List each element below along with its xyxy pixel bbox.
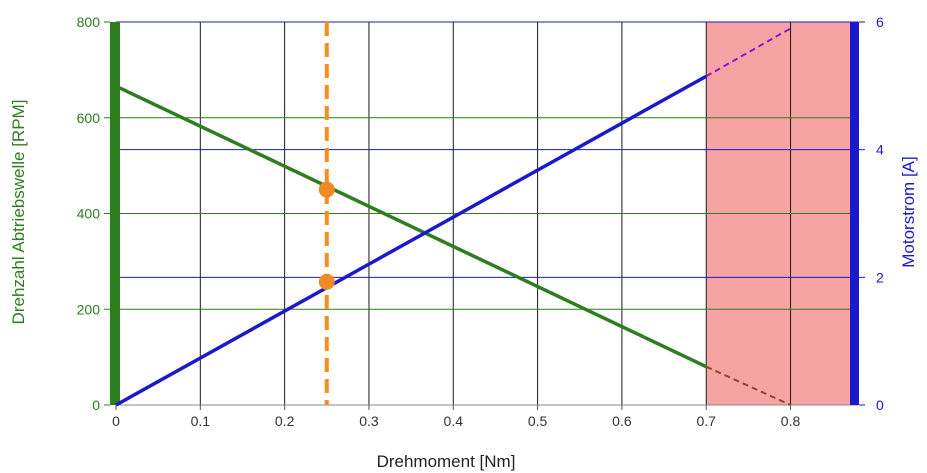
y-left-axis-title: Drehzahl Abtriebswelle [RPM] [9, 100, 28, 325]
x-tick-label: 0.2 [275, 413, 295, 429]
x-tick-label: 0.7 [696, 413, 716, 429]
y-left-tick-label: 600 [77, 110, 101, 126]
speed-operating-point [318, 181, 335, 198]
current-line [115, 74, 708, 407]
axes: 0 0.1 0.2 0.3 0.4 0.5 0.6 0.7 0.8 0 200 400 600 800 0 2… [77, 14, 884, 429]
y-right-tick-label: 4 [876, 142, 884, 158]
x-tick-label: 0.6 [612, 413, 632, 429]
y-right-tick-label: 2 [876, 269, 884, 285]
x-tick-label: 0.5 [528, 413, 548, 429]
y-left-axis-bar [110, 22, 120, 405]
y-right-axis-bar [850, 22, 859, 405]
y-left-tick-label: 200 [77, 301, 101, 317]
speed-line-extrapolated [705, 365, 791, 406]
y-left-tick-label: 0 [92, 397, 100, 413]
x-tick-label: 0.4 [444, 413, 464, 429]
x-tick-label: 0.1 [191, 413, 211, 429]
x-tick-label: 0.3 [359, 413, 379, 429]
series [115, 22, 792, 407]
speed-line [115, 84, 707, 369]
y-right-tick-label: 6 [876, 14, 884, 30]
x-tick-label: 0.8 [781, 413, 801, 429]
current-operating-point [318, 273, 335, 290]
y-left-tick-label: 400 [77, 206, 101, 222]
y-left-tick-label: 800 [77, 14, 101, 30]
y-right-tick-label: 0 [876, 397, 884, 413]
markers [318, 181, 335, 290]
x-tick-label: 0 [112, 413, 120, 429]
current-line-extrapolated [705, 27, 792, 78]
y-right-axis-title: Motorstrom [A] [899, 156, 918, 267]
x-axis-title: Drehmoment [Nm] [377, 452, 516, 471]
